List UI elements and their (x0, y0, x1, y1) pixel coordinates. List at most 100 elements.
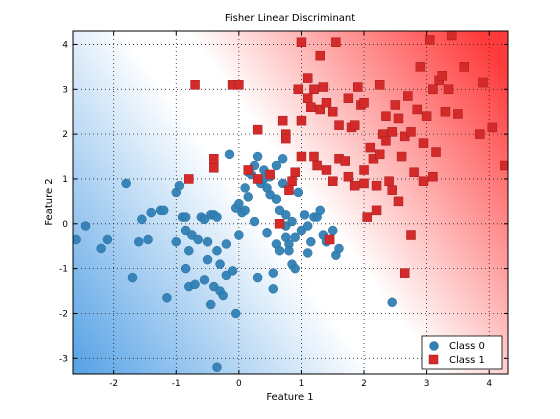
point-class1 (453, 109, 463, 119)
point-class1 (343, 171, 354, 182)
y-tick-label: -1 (59, 265, 68, 275)
y-ticks: -3 -2 -1 0 1 2 3 4 (59, 40, 508, 364)
chart-title: Fisher Linear Discriminant (225, 13, 355, 24)
point-class1 (265, 169, 275, 180)
point-class1 (393, 113, 404, 124)
point-class1 (384, 176, 394, 186)
point-class1 (406, 230, 416, 240)
point-class1 (390, 100, 401, 110)
point-class1 (234, 80, 244, 90)
point-class0 (268, 284, 279, 294)
point-class1 (374, 149, 385, 160)
point-class0 (202, 254, 213, 265)
point-class1 (309, 84, 319, 95)
point-class1 (293, 84, 304, 95)
point-class0 (159, 205, 169, 216)
point-class0 (96, 243, 106, 254)
point-class0 (262, 228, 272, 238)
y-tick-label: -3 (59, 354, 68, 364)
point-class0 (240, 183, 250, 193)
data-points (73, 31, 508, 373)
point-class1 (353, 82, 363, 92)
point-class0 (174, 180, 185, 191)
point-class1 (428, 84, 438, 95)
point-class0 (315, 205, 325, 216)
point-class1 (425, 35, 435, 45)
point-class0 (202, 236, 213, 247)
point-class1 (362, 212, 372, 222)
point-class0 (171, 236, 182, 247)
point-class1 (277, 115, 288, 126)
point-class0 (205, 299, 216, 310)
point-class1 (381, 111, 391, 121)
point-class1 (331, 37, 341, 47)
point-class0 (234, 198, 244, 209)
point-class0 (212, 362, 222, 373)
legend-label-class1: Class 1 (449, 355, 485, 366)
point-class1 (443, 84, 454, 95)
point-class1 (475, 129, 485, 139)
point-class1 (243, 165, 254, 175)
point-class0 (212, 245, 222, 256)
point-class0 (271, 194, 282, 204)
legend-marker-class1 (428, 354, 439, 365)
point-class1 (359, 178, 369, 189)
x-tick-label: -2 (109, 379, 118, 389)
point-class0 (290, 263, 300, 274)
point-class1 (184, 174, 194, 184)
point-class0 (137, 214, 147, 225)
x-tick-label: 0 (236, 379, 242, 389)
point-class1 (393, 196, 404, 207)
point-class0 (80, 221, 91, 231)
point-class1 (327, 176, 338, 186)
point-class1 (296, 115, 307, 126)
point-class1 (252, 174, 263, 184)
point-class0 (218, 290, 228, 301)
legend: Class 0 Class 1 (421, 335, 503, 370)
legend-marker-class0 (429, 341, 439, 351)
point-class0 (327, 225, 338, 236)
point-class1 (412, 104, 422, 115)
point-class1 (459, 62, 469, 72)
point-class0 (127, 272, 138, 283)
point-class1 (321, 97, 332, 108)
x-tick-label: 2 (361, 379, 367, 389)
point-class0 (162, 293, 172, 303)
point-class0 (221, 239, 232, 249)
point-class0 (143, 234, 153, 245)
y-tick-label: 3 (62, 85, 68, 95)
point-class1 (428, 171, 438, 182)
point-class0 (234, 230, 244, 240)
point-class0 (121, 178, 131, 189)
x-ticks: -2 -1 0 1 2 3 4 (109, 31, 492, 389)
point-class0 (240, 205, 250, 216)
point-class1 (374, 80, 385, 90)
point-class1 (334, 120, 344, 130)
point-class0 (180, 212, 191, 222)
point-class0 (102, 234, 113, 245)
point-class1 (371, 205, 382, 216)
point-class1 (359, 97, 369, 108)
y-tick-label: 1 (62, 175, 68, 185)
point-class0 (243, 192, 254, 202)
point-class1 (365, 142, 376, 153)
point-class0 (73, 234, 81, 245)
point-class0 (230, 308, 241, 319)
point-class1 (296, 37, 307, 47)
point-class1 (440, 106, 451, 117)
point-class1 (343, 93, 354, 104)
point-class1 (403, 91, 413, 101)
point-class1 (399, 268, 410, 278)
point-class1 (284, 185, 294, 195)
point-class0 (224, 149, 235, 160)
point-class1 (321, 165, 332, 175)
point-class0 (387, 297, 397, 308)
point-class1 (349, 120, 360, 130)
point-class0 (281, 210, 291, 220)
point-class0 (274, 245, 285, 256)
point-class1 (371, 180, 382, 191)
point-class1 (406, 127, 416, 137)
point-class1 (315, 104, 325, 115)
point-class0 (193, 234, 203, 245)
point-class0 (284, 245, 294, 256)
